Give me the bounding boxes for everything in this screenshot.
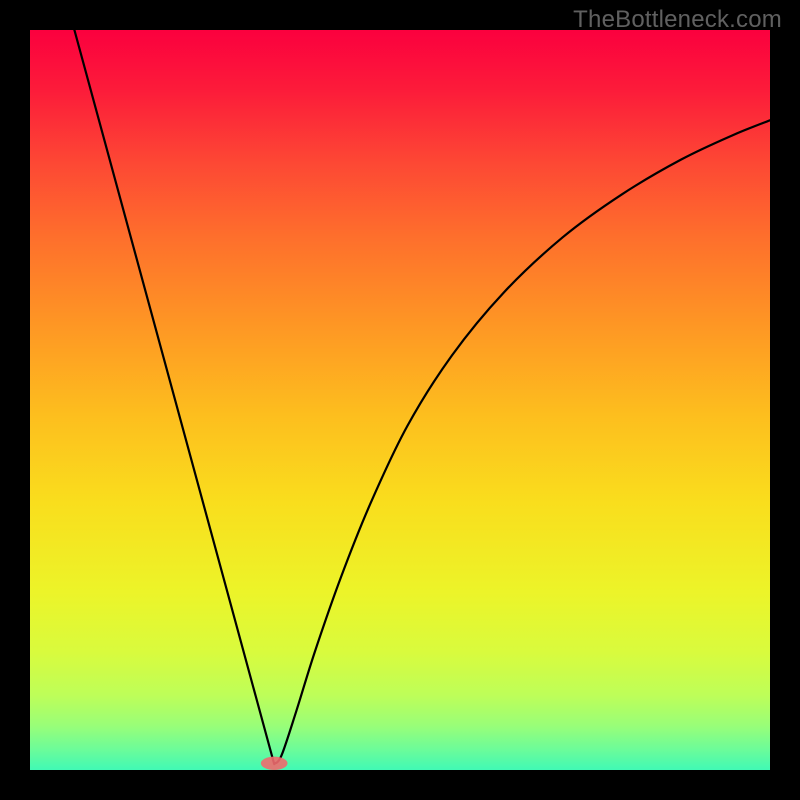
plot-area [30,30,770,770]
chart-frame: TheBottleneck.com [0,0,800,800]
optimal-point-marker [261,757,288,770]
bottleneck-chart [30,30,770,770]
chart-background [30,30,770,770]
